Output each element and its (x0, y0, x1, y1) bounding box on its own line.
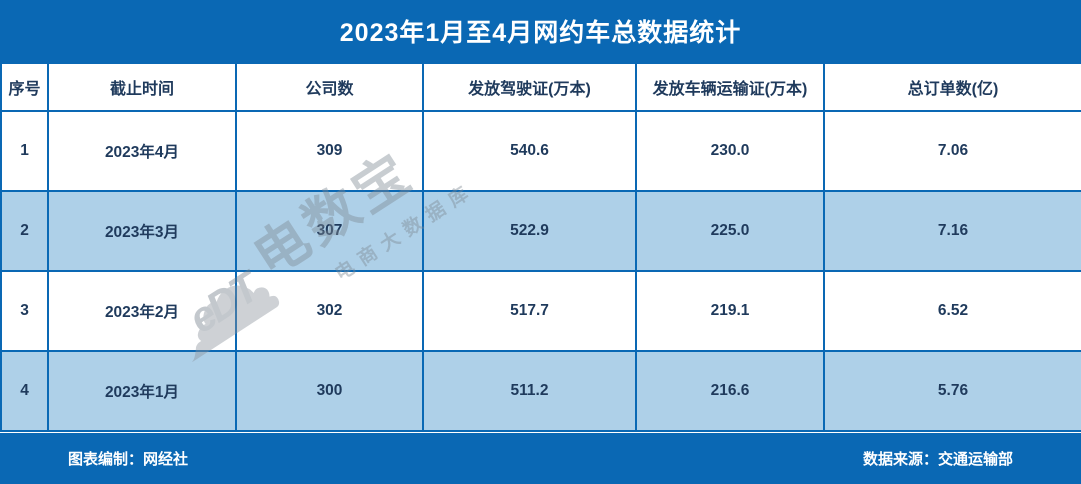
col-header-company-count: 公司数 (235, 62, 424, 112)
cell-driver-licenses: 540.6 (422, 110, 637, 192)
cell-cutoff-date: 2023年3月 (47, 190, 237, 272)
cell-cutoff-date: 2023年2月 (47, 270, 237, 352)
cell-company-count: 307 (235, 190, 424, 272)
cell-driver-licenses: 517.7 (422, 270, 637, 352)
cell-index: 1 (0, 110, 49, 192)
footer-source: 数据来源：交通运输部 (862, 451, 1013, 468)
table-row-1: 1 2023年4月 309 540.6 230.0 7.06 (0, 110, 1081, 192)
cell-driver-licenses: 522.9 (422, 190, 637, 272)
statistics-table: 序号 截止时间 公司数 发放驾驶证(万本) 发放车辆运输证(万本) 总订单数(亿… (0, 62, 1081, 432)
cell-cutoff-date: 2023年4月 (47, 110, 237, 192)
cell-vehicle-permits: 225.0 (635, 190, 825, 272)
cell-vehicle-permits: 216.6 (635, 350, 825, 432)
cell-index: 4 (0, 350, 49, 432)
cell-company-count: 309 (235, 110, 424, 192)
cell-company-count: 302 (235, 270, 424, 352)
table-row-2: 2 2023年3月 307 522.9 225.0 7.16 (0, 190, 1081, 272)
footer-bar: 图表编制：网经社 数据来源：交通运输部 (0, 433, 1081, 484)
col-header-driver-licenses: 发放驾驶证(万本) (422, 62, 637, 112)
title-bar: 2023年1月至4月网约车总数据统计 (0, 0, 1081, 62)
cell-total-orders: 5.76 (823, 350, 1081, 432)
cell-total-orders: 6.52 (823, 270, 1081, 352)
page-title: 2023年1月至4月网约车总数据统计 (339, 19, 742, 47)
cell-vehicle-permits: 219.1 (635, 270, 825, 352)
cell-index: 2 (0, 190, 49, 272)
footer-credit: 图表编制：网经社 (68, 451, 189, 468)
col-header-index: 序号 (0, 62, 49, 112)
table-row-4: 4 2023年1月 300 511.2 216.6 5.76 (0, 350, 1081, 432)
cell-total-orders: 7.16 (823, 190, 1081, 272)
col-header-vehicle-permits: 发放车辆运输证(万本) (635, 62, 825, 112)
col-header-total-orders: 总订单数(亿) (823, 62, 1081, 112)
cell-cutoff-date: 2023年1月 (47, 350, 237, 432)
table-row-3: 3 2023年2月 302 517.7 219.1 6.52 (0, 270, 1081, 352)
cell-driver-licenses: 511.2 (422, 350, 637, 432)
cell-index: 3 (0, 270, 49, 352)
col-header-cutoff-date: 截止时间 (47, 62, 237, 112)
cell-total-orders: 7.06 (823, 110, 1081, 192)
cell-vehicle-permits: 230.0 (635, 110, 825, 192)
cell-company-count: 300 (235, 350, 424, 432)
header-row: 序号 截止时间 公司数 发放驾驶证(万本) 发放车辆运输证(万本) 总订单数(亿… (0, 62, 1081, 112)
